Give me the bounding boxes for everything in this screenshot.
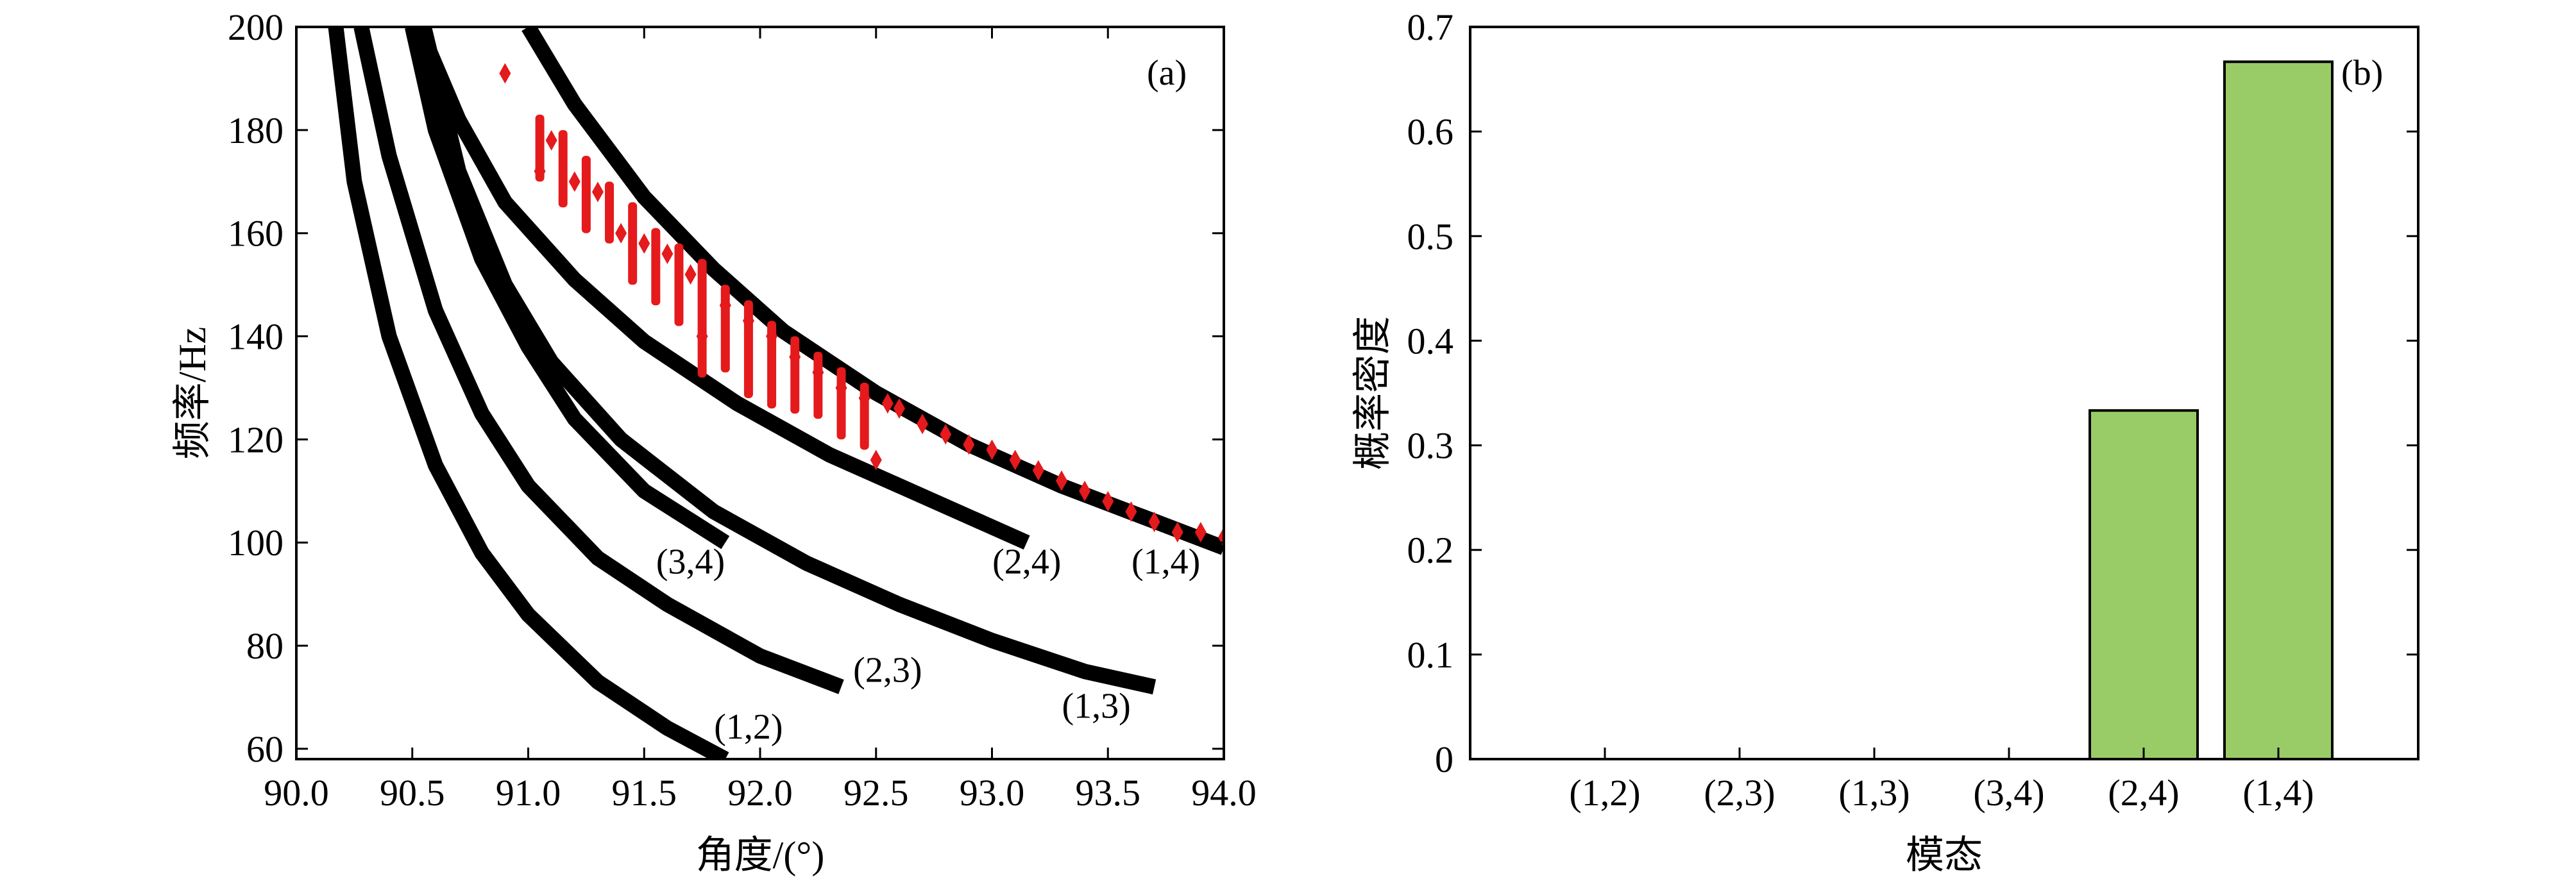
curve-1-2 <box>328 27 729 759</box>
curve-1-4 <box>521 27 1224 555</box>
red-marker-band <box>628 202 638 285</box>
y-tick-label: 0 <box>1435 739 1453 780</box>
scatter-panel-a: (1,2)(2,3)(3,4)(1,3)(2,4) (1,4) 90.0 90.5 9… <box>171 6 1257 876</box>
x-tick-label: 90.0 <box>264 772 329 814</box>
red-diamond-marker <box>1148 512 1160 533</box>
red-diamond-marker <box>684 264 697 285</box>
x-axis-label-b: 模态 <box>1906 834 1983 876</box>
x-tick-label: 90.5 <box>380 772 445 814</box>
red-diamond-marker <box>1079 480 1091 501</box>
red-diamond-marker <box>615 222 627 244</box>
y-tick-label: 140 <box>228 316 284 358</box>
red-marker-band <box>790 336 800 414</box>
red-diamond-marker <box>661 243 674 264</box>
red-diamond-marker <box>1125 501 1137 522</box>
red-diamond-marker <box>1055 470 1067 491</box>
red-diamond-marker <box>893 398 905 419</box>
curve-label: (2,4) <box>992 542 1061 582</box>
bar-14 <box>2223 60 2334 761</box>
y-tick-label: 0.3 <box>1407 425 1454 467</box>
red-diamond-marker <box>1032 460 1044 481</box>
red-diamond-marker <box>638 233 650 254</box>
curve-label: (1,4) <box>1131 542 1200 582</box>
red-diamond-marker <box>870 449 882 471</box>
red-marker-band <box>605 181 614 244</box>
red-diamond-marker <box>1009 449 1021 471</box>
red-marker-band <box>558 130 568 208</box>
x-tick-label: (1,4) <box>2242 772 2314 814</box>
curve-3-4 <box>405 27 730 549</box>
red-marker-band <box>651 228 661 306</box>
red-marker-band <box>535 114 545 182</box>
curve-label: (3,4) <box>656 542 725 582</box>
red-marker-band <box>813 351 823 419</box>
red-diamond-marker <box>1194 522 1207 543</box>
y-tick-label: 0.2 <box>1407 530 1454 571</box>
red-diamond-marker <box>1171 522 1183 543</box>
y-tick-label: 200 <box>228 6 284 48</box>
axis-ticks-b: (1,2) (2,3) (1,3) (3,4) (2,4) (1,4) 0 0.1 0.2 0.3… <box>1407 6 2418 814</box>
red-marker-band <box>860 382 869 450</box>
curve-2-4 <box>412 27 1030 550</box>
bar-24 <box>2089 409 2199 760</box>
curve-label: (1,2) <box>714 707 783 747</box>
red-diamond-marker <box>568 171 580 192</box>
y-tick-label: 80 <box>246 625 284 667</box>
x-tick-label: 91.5 <box>612 772 677 814</box>
y-axis-label-a: 频率/Hz <box>171 327 214 460</box>
y-axis-label-b: 概率密度 <box>1352 316 1394 470</box>
red-marker-band <box>674 243 684 326</box>
red-marker-band <box>767 321 777 409</box>
x-tick-label: 93.5 <box>1076 772 1141 814</box>
y-tick-label: 0.7 <box>1407 6 1454 48</box>
red-diamond-marker <box>591 181 604 203</box>
curve-label: (2,3) <box>853 650 922 690</box>
y-tick-label: 0.6 <box>1407 111 1454 153</box>
axis-ticks-a: 90.0 90.5 91.0 91.5 92.0 92.5 93.0 93.5 94.0 60 80… <box>228 6 1257 814</box>
red-diamond-marker <box>940 424 952 445</box>
panel-label-b: (b) <box>2341 53 2383 93</box>
red-marker-band <box>743 300 753 399</box>
red-marker-band <box>581 156 591 233</box>
x-axis-label-a: 角度/(°) <box>696 834 825 876</box>
bar-layer <box>2089 60 2334 761</box>
y-tick-label: 100 <box>228 522 284 564</box>
red-marker-band <box>720 285 730 373</box>
scatter-series-layer <box>328 27 1224 759</box>
x-tick-label: (2,4) <box>2108 772 2179 814</box>
x-tick-label: (2,3) <box>1704 772 1775 814</box>
red-diamond-marker <box>499 63 511 84</box>
curve-annotations: (1,2) (2,3) (3,4) (1,3) (2,4) (1,4) <box>656 542 1200 746</box>
red-marker-band <box>697 258 707 378</box>
red-diamond-marker <box>917 414 929 435</box>
x-tick-label: 93.0 <box>960 772 1025 814</box>
panel-label-a: (a) <box>1147 53 1187 93</box>
y-tick-label: 60 <box>246 728 284 770</box>
y-tick-label: 120 <box>228 419 284 460</box>
x-tick-label: 92.5 <box>843 772 909 814</box>
x-tick-label: 94.0 <box>1191 772 1257 814</box>
y-tick-label: 160 <box>228 213 284 255</box>
red-diamond-marker <box>963 434 975 455</box>
y-tick-label: 0.1 <box>1407 634 1454 676</box>
curve-label: (1,3) <box>1062 687 1131 726</box>
x-tick-label: 91.0 <box>496 772 561 814</box>
x-tick-label: (1,3) <box>1838 772 1910 814</box>
curve-2-3 <box>353 27 844 694</box>
x-tick-label: (1,2) <box>1569 772 1640 814</box>
y-tick-label: 0.5 <box>1407 215 1454 257</box>
red-diamond-marker <box>881 393 894 414</box>
red-diamond-marker <box>986 439 998 460</box>
y-tick-label: 180 <box>228 110 284 151</box>
x-tick-label: 92.0 <box>727 772 793 814</box>
x-tick-label: (3,4) <box>1973 772 2044 814</box>
y-tick-label: 0.4 <box>1407 320 1454 362</box>
red-diamond-marker <box>545 130 557 151</box>
red-marker-band <box>836 367 846 440</box>
curve-1-3 <box>416 27 1157 695</box>
red-diamond-marker <box>1102 490 1114 512</box>
plot-frame-b <box>1469 26 2419 760</box>
bar-panel-b: (1,2) (2,3) (1,3) (3,4) (2,4) (1,4) 0 0.1 0.2 0.3… <box>1352 6 2419 876</box>
